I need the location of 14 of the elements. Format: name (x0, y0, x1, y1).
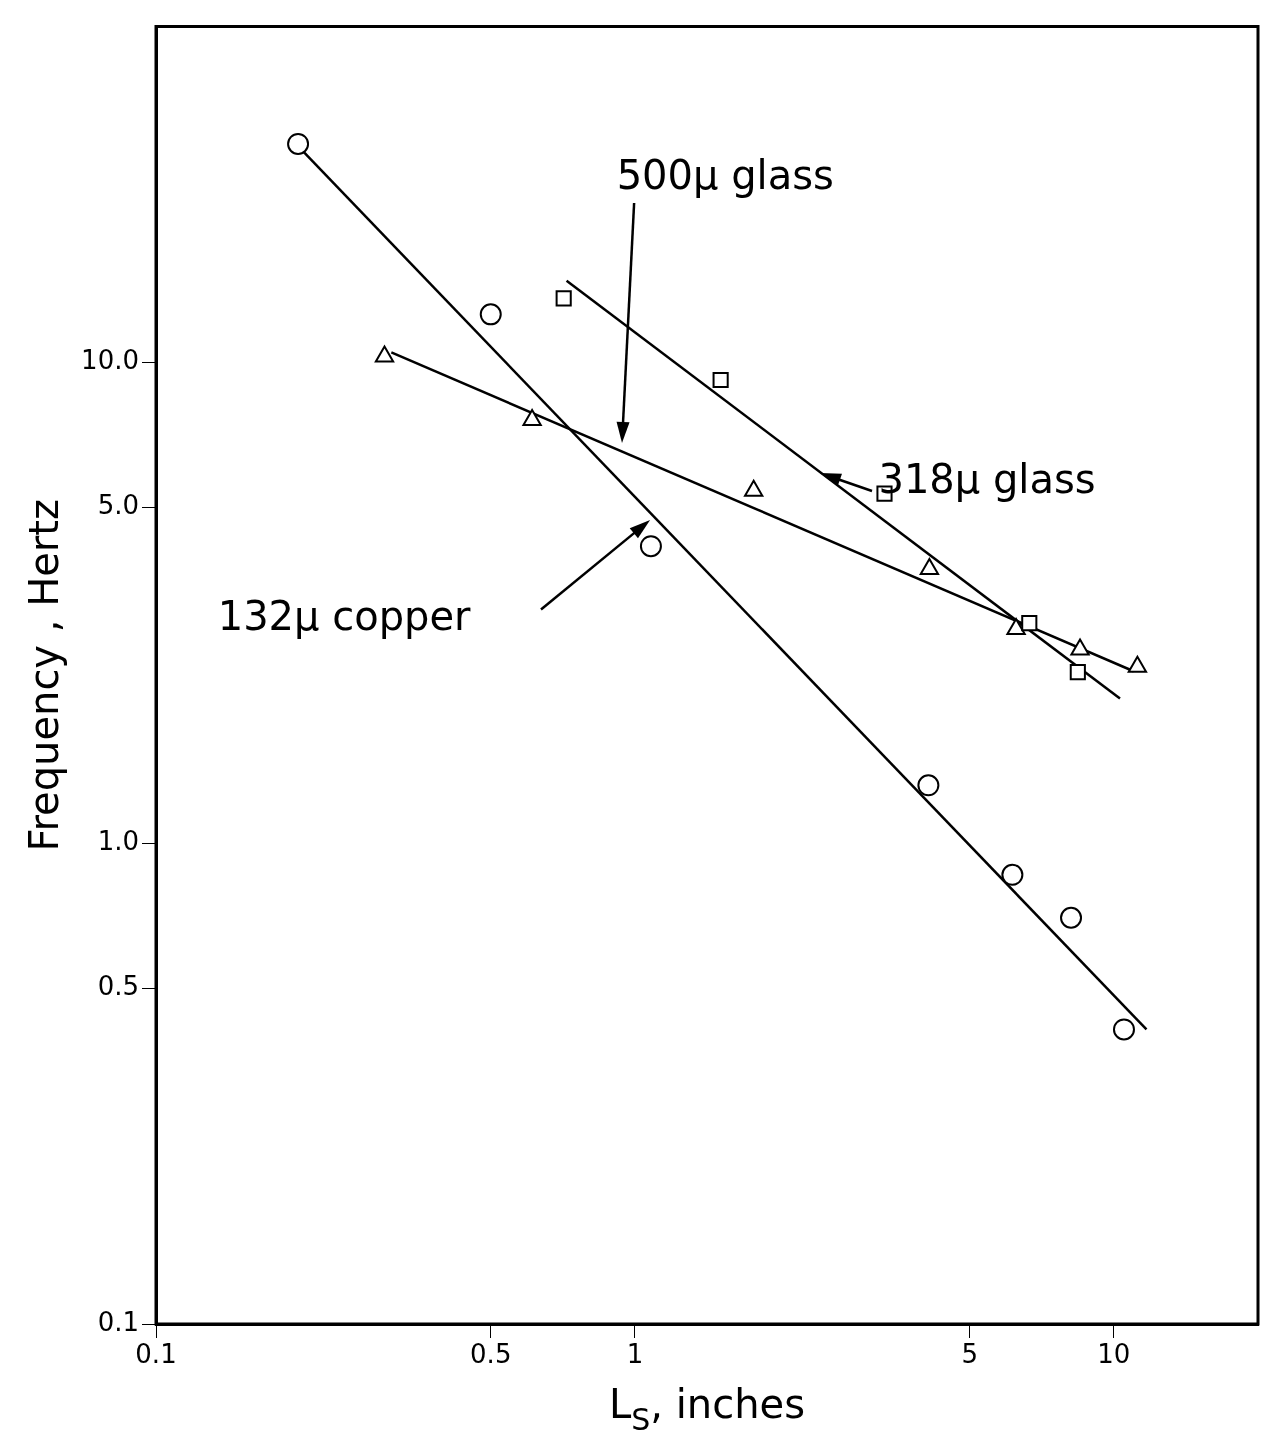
x-tick-label: 0.1 (135, 1339, 177, 1370)
y-axis-title: Frequency , Hertz (21, 498, 68, 852)
x-tick-label: 5 (961, 1339, 978, 1370)
annotation: 132μ copper (217, 592, 472, 639)
annotation: 318μ glass (878, 456, 1096, 503)
y-tick-label: 1.0 (97, 826, 139, 857)
x-tick-label: 1 (626, 1339, 644, 1370)
y-tick-label: 5.0 (97, 490, 139, 521)
annotation: 500μ glass (616, 151, 834, 198)
y-tick-label: 0.1 (97, 1306, 139, 1337)
y-tick-label: 10.0 (81, 345, 139, 376)
x-tick-label: 10 (1097, 1339, 1131, 1370)
y-tick-label: 0.5 (97, 970, 139, 1001)
x-tick-label: 0.5 (470, 1339, 512, 1370)
